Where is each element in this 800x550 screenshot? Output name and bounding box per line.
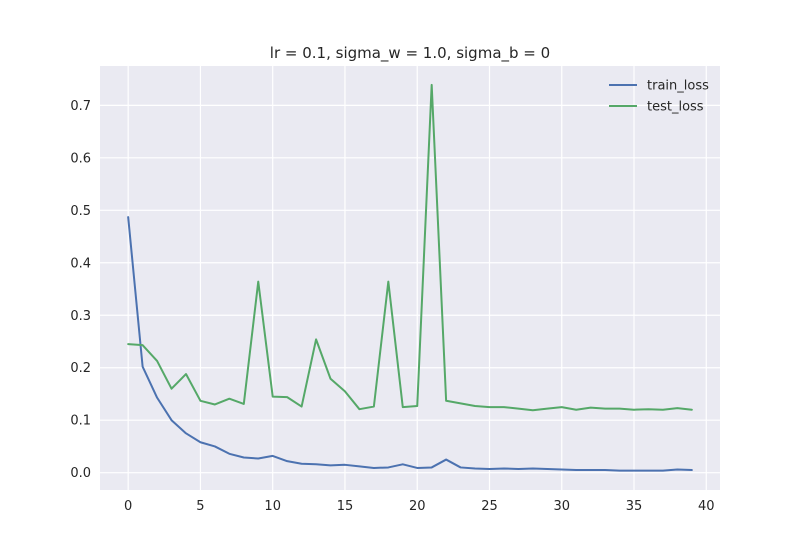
x-tick-label: 20 bbox=[409, 499, 426, 514]
x-tick-label: 35 bbox=[626, 499, 643, 514]
y-tick-label: 0.4 bbox=[70, 256, 91, 271]
grid bbox=[100, 66, 720, 490]
chart-title: lr = 0.1, sigma_w = 1.0, sigma_b = 0 bbox=[270, 44, 550, 63]
x-tick-label: 30 bbox=[553, 499, 570, 514]
series-line-test-loss bbox=[127, 83, 693, 412]
y-tick-label: 0.1 bbox=[70, 414, 91, 429]
y-tick-label: 0.2 bbox=[70, 361, 91, 376]
plot-area bbox=[100, 66, 720, 490]
y-tick-label: 0.3 bbox=[70, 309, 91, 324]
x-tick-label: 0 bbox=[124, 499, 132, 514]
x-tick-label: 10 bbox=[264, 499, 281, 514]
y-tick-label: 0.6 bbox=[70, 151, 91, 166]
series-line-train-loss bbox=[127, 216, 693, 472]
y-axis: 0.0 0.1 0.2 0.3 0.4 0.5 0.6 0.7 bbox=[70, 99, 91, 481]
x-tick-label: 25 bbox=[481, 499, 498, 514]
legend-label: train_loss bbox=[647, 79, 709, 94]
y-tick-label: 0.7 bbox=[70, 99, 91, 114]
y-tick-label: 0.0 bbox=[70, 466, 91, 481]
x-tick-label: 5 bbox=[196, 499, 204, 514]
legend: train_loss test_loss bbox=[609, 79, 709, 115]
y-tick-label: 0.5 bbox=[70, 204, 91, 219]
legend-label: test_loss bbox=[647, 100, 704, 115]
x-tick-label: 15 bbox=[337, 499, 354, 514]
x-tick-label: 40 bbox=[698, 499, 715, 514]
series-lines bbox=[127, 83, 693, 472]
x-axis: 0 5 10 15 20 25 30 35 40 bbox=[124, 499, 715, 514]
